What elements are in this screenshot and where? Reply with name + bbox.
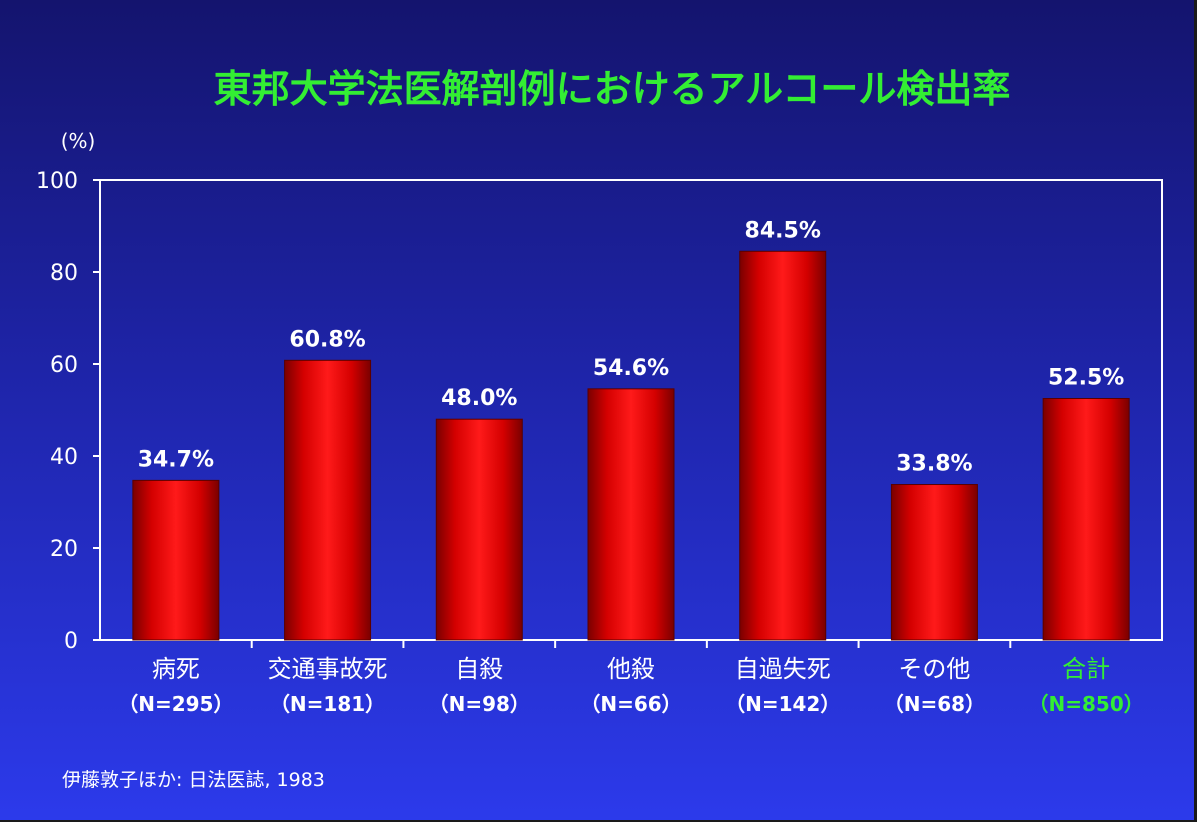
y-tick-label: 40 [50, 445, 78, 470]
bar [132, 479, 220, 641]
source-citation: 伊藤敦子ほか: 日法医誌, 1983 [62, 769, 325, 791]
bar-data-label: 48.0% [441, 386, 517, 411]
y-tick-label: 60 [50, 353, 78, 378]
bar-data-label: 60.8% [289, 327, 365, 352]
y-tick-label: 0 [64, 629, 78, 654]
x-category-label: 自過失死 [735, 655, 831, 683]
bar [284, 359, 372, 641]
x-category-count: （N=68） [884, 692, 985, 716]
bar [435, 418, 523, 641]
bar-data-label: 34.7% [138, 447, 214, 472]
bar [1042, 398, 1130, 641]
bar-data-label: 54.6% [593, 356, 669, 381]
bar [587, 388, 675, 641]
x-axis: 病死 （N=295） 交通事故死 （N=181） 自殺 （N=98） 他殺 （N=66） 自過失… [118, 640, 1144, 716]
y-tick-label: 80 [50, 261, 78, 286]
x-category-count: （N=181） [270, 692, 385, 716]
y-axis-unit-label: (%) [61, 129, 96, 153]
y-tick-label: 100 [36, 169, 78, 194]
x-category-count: （N=142） [725, 692, 840, 716]
x-category-label: 合計 [1062, 655, 1110, 683]
x-category-label: 交通事故死 [268, 655, 388, 683]
x-category-count: （N=295） [118, 692, 233, 716]
bar [739, 250, 827, 641]
x-category-count: （N=98） [429, 692, 530, 716]
x-category-count: （N=850） [1029, 692, 1144, 716]
bar [890, 484, 978, 641]
x-category-label: 自殺 [455, 655, 503, 683]
bar-data-label: 52.5% [1048, 366, 1124, 391]
x-category-count: （N=66） [580, 692, 681, 716]
x-category-label: 病死 [152, 655, 200, 683]
bar-data-label: 84.5% [745, 218, 821, 243]
bar-group: 34.7% 60.8% 48.0% 54.6% 84.5% 33.8% 52.5% [132, 218, 1130, 641]
bar-data-label: 33.8% [896, 452, 972, 477]
y-axis: 0 20 40 60 80 100 [36, 169, 100, 654]
x-category-label: その他 [898, 655, 970, 683]
y-tick-label: 20 [50, 537, 78, 562]
x-category-label: 他殺 [607, 655, 655, 683]
chart-title: 東邦大学法医解剖例におけるアルコール検出率 [214, 67, 1011, 111]
